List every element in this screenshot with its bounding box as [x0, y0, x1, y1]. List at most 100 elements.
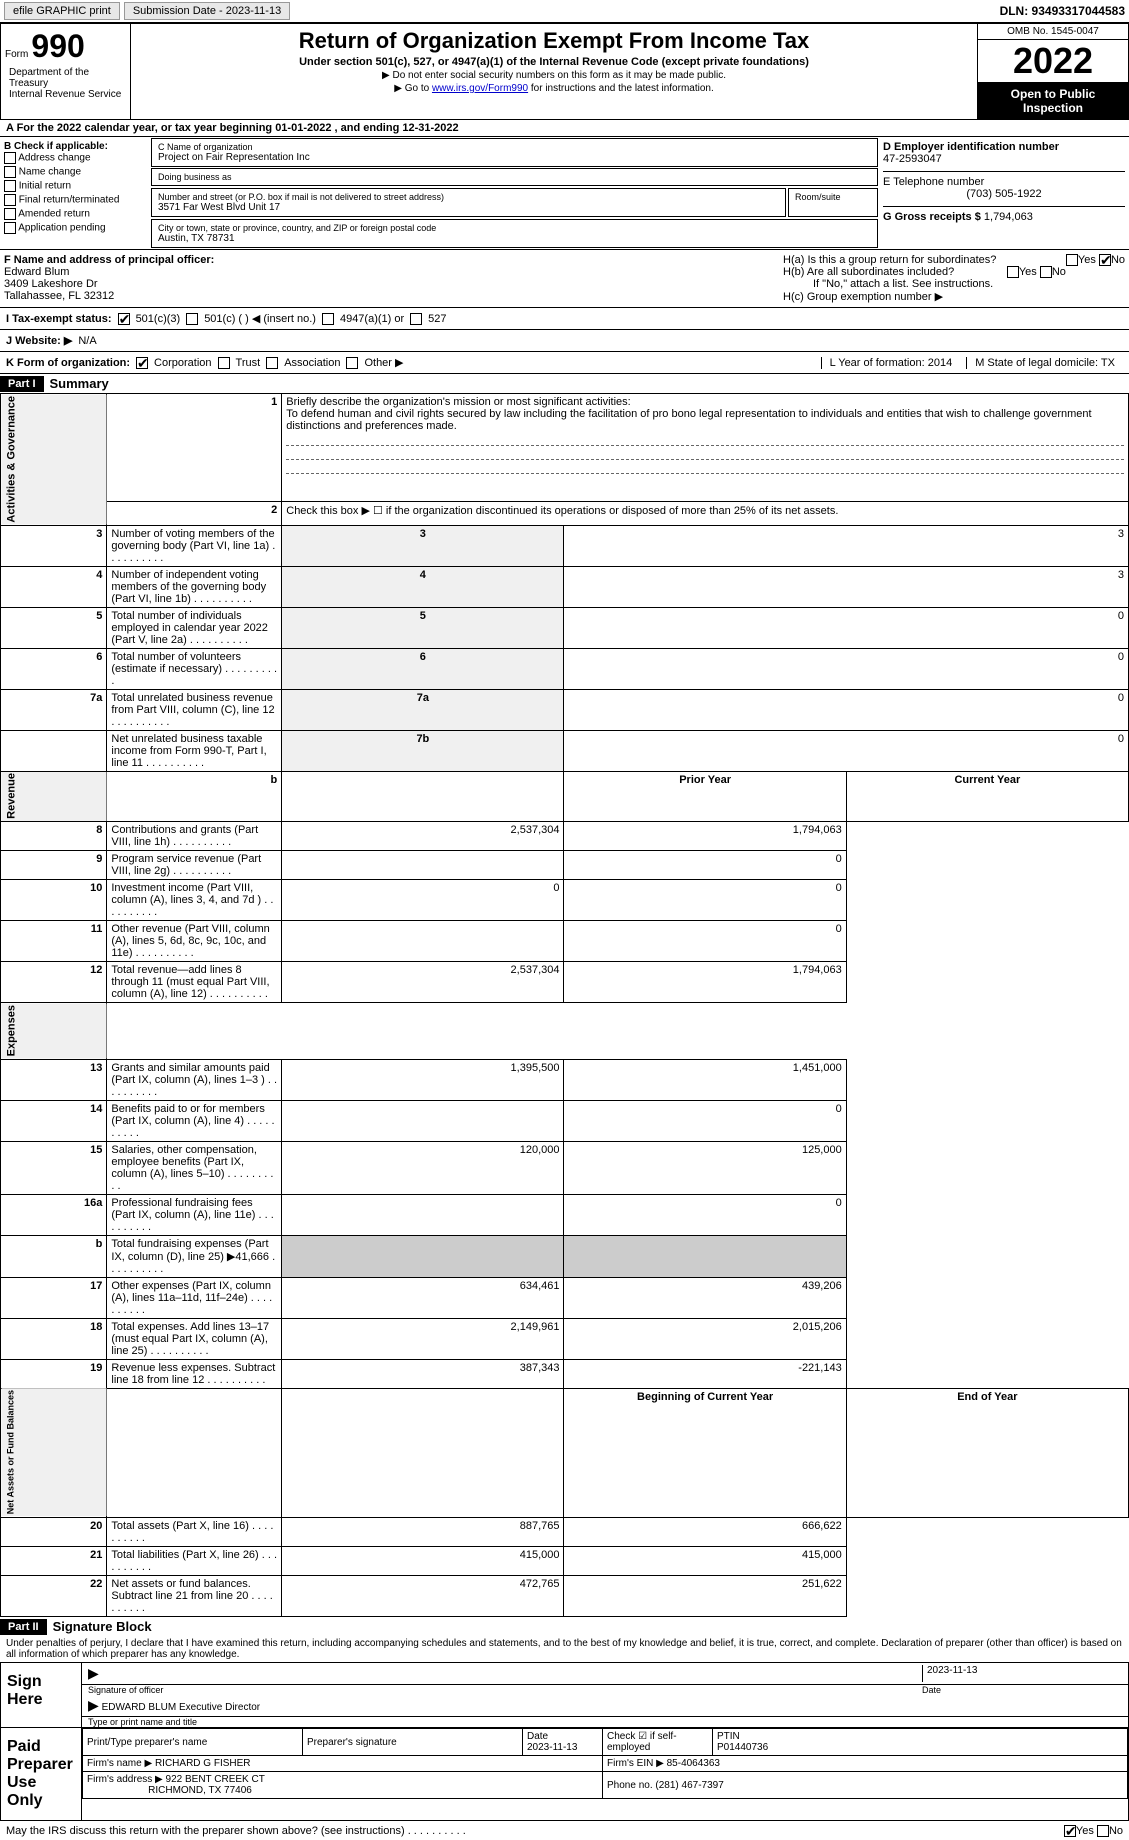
part2-badge: Part II	[0, 1619, 47, 1635]
chk-initial-return[interactable]: Initial return	[4, 180, 146, 192]
line-text: Net unrelated business taxable income fr…	[107, 730, 282, 771]
chk-name-change[interactable]: Name change	[4, 166, 146, 178]
org-name: Project on Fair Representation Inc	[158, 152, 871, 163]
line-num: 15	[1, 1141, 107, 1194]
chk-4947[interactable]	[322, 313, 334, 325]
chk-other[interactable]	[346, 357, 358, 369]
form-note-2: ▶ Go to www.irs.gov/Form990 for instruct…	[139, 83, 969, 94]
current-value: 0	[564, 1194, 846, 1235]
line-num: 9	[1, 851, 107, 880]
current-value: 1,451,000	[564, 1059, 846, 1100]
preparer-table: Print/Type preparer's name Preparer's si…	[82, 1728, 1128, 1799]
chk-address-change[interactable]: Address change	[4, 152, 146, 164]
col-prior-year: Prior Year	[564, 771, 846, 822]
inspection-label: Open to Public Inspection	[978, 83, 1128, 119]
prior-value: 634,461	[282, 1277, 564, 1318]
dln-label: DLN: 93493317044583	[1000, 4, 1125, 18]
current-value: 1,794,063	[564, 962, 846, 1003]
line-num: 10	[1, 880, 107, 921]
line-text: Number of independent voting members of …	[107, 566, 282, 607]
line-num: 20	[1, 1518, 107, 1547]
firm-name-label: Firm's name ▶	[87, 1758, 152, 1769]
ein-label: D Employer identification number	[883, 141, 1125, 153]
line-text: Number of voting members of the governin…	[107, 525, 282, 566]
discuss-no[interactable]	[1097, 1825, 1109, 1837]
discuss-yes[interactable]	[1064, 1825, 1076, 1837]
opt-501c: 501(c) ( ) ◀ (insert no.)	[204, 312, 316, 325]
row-i-tax-status: I Tax-exempt status: 501(c)(3) 501(c) ( …	[0, 308, 1129, 330]
row-k-form-org: K Form of organization: Corporation Trus…	[0, 352, 1129, 374]
website-value: N/A	[78, 335, 96, 347]
chk-final-return[interactable]: Final return/terminated	[4, 194, 146, 206]
line-value: 0	[564, 607, 1129, 648]
prep-date-label: Date	[527, 1731, 548, 1742]
mission-text: To defend human and civil rights secured…	[286, 408, 1091, 432]
prior-value	[282, 851, 564, 880]
current-value: 0	[564, 1100, 846, 1141]
col-d-to-g: D Employer identification number 47-2593…	[879, 137, 1129, 249]
line-num: 18	[1, 1318, 107, 1359]
line-text: Contributions and grants (Part VIII, lin…	[107, 822, 282, 851]
part-1-header: Part I Summary	[0, 374, 1129, 393]
prior-value: 472,765	[282, 1576, 564, 1617]
discuss-text: May the IRS discuss this return with the…	[6, 1825, 466, 1837]
row-j-website: J Website: ▶ N/A	[0, 330, 1129, 352]
line-box: 5	[282, 607, 564, 648]
chk-501c[interactable]	[186, 313, 198, 325]
line-num: 7a	[1, 689, 107, 730]
current-value	[564, 1235, 846, 1277]
form-word: Form	[5, 49, 28, 60]
i-label: I Tax-exempt status:	[6, 313, 112, 325]
line-text: Revenue less expenses. Subtract line 18 …	[107, 1359, 282, 1388]
sign-here-label: Sign Here	[1, 1663, 81, 1727]
summary-table: Activities & Governance 1 Briefly descri…	[0, 393, 1129, 1617]
current-value: 666,622	[564, 1518, 846, 1547]
room-label: Room/suite	[795, 192, 871, 202]
prior-value	[282, 1100, 564, 1141]
chk-corp[interactable]	[136, 357, 148, 369]
chk-501c3[interactable]	[118, 313, 130, 325]
h-a: H(a) Is this a group return for subordin…	[783, 254, 1125, 266]
sig-officer-label: Signature of officer	[88, 1685, 922, 1695]
line-text: Total revenue—add lines 8 through 11 (mu…	[107, 962, 282, 1003]
chk-527[interactable]	[410, 313, 422, 325]
line-num: 22	[1, 1576, 107, 1617]
chk-amended[interactable]: Amended return	[4, 208, 146, 220]
line-text: Net assets or fund balances. Subtract li…	[107, 1576, 282, 1617]
line-text: Total liabilities (Part X, line 26)	[107, 1547, 282, 1576]
firm-addr-label: Firm's address ▶	[87, 1774, 163, 1785]
officer-name: Edward Blum	[4, 266, 775, 278]
line-text: Benefits paid to or for members (Part IX…	[107, 1100, 282, 1141]
line-num: 5	[1, 607, 107, 648]
line-num: 17	[1, 1277, 107, 1318]
submission-date-button[interactable]: Submission Date - 2023-11-13	[124, 2, 290, 20]
opt-other: Other ▶	[364, 356, 403, 369]
line-num: 1	[107, 394, 282, 502]
efile-print-button[interactable]: efile GRAPHIC print	[4, 2, 120, 20]
line-box: 7a	[282, 689, 564, 730]
line-value: 0	[564, 689, 1129, 730]
section-f-h: F Name and address of principal officer:…	[0, 250, 1129, 308]
label-expenses: Expenses	[1, 1003, 107, 1059]
phone-value: (703) 505-1922	[883, 188, 1125, 200]
form-note-1: ▶ Do not enter social security numbers o…	[139, 70, 969, 81]
line-text: Total expenses. Add lines 13–17 (must eq…	[107, 1318, 282, 1359]
line-value: 0	[564, 730, 1129, 771]
line-num: 3	[1, 525, 107, 566]
chk-app-pending[interactable]: Application pending	[4, 222, 146, 234]
chk-assoc[interactable]	[266, 357, 278, 369]
gross-label: G Gross receipts $	[883, 211, 981, 223]
k-label: K Form of organization:	[6, 357, 130, 369]
line-text: Salaries, other compensation, employee b…	[107, 1141, 282, 1194]
line-num: 11	[1, 921, 107, 962]
chk-trust[interactable]	[218, 357, 230, 369]
tax-year: 2022	[978, 40, 1128, 83]
current-value: 2,015,206	[564, 1318, 846, 1359]
street-value: 3571 Far West Blvd Unit 17	[158, 202, 779, 213]
irs-link[interactable]: www.irs.gov/Form990	[432, 83, 528, 94]
line-num: 21	[1, 1547, 107, 1576]
section-b-to-g: B Check if applicable: Address change Na…	[0, 137, 1129, 250]
firm-name-value: RICHARD G FISHER	[155, 1758, 251, 1769]
sig-date-label: Date	[922, 1685, 1122, 1695]
f-label: F Name and address of principal officer:	[4, 254, 775, 266]
